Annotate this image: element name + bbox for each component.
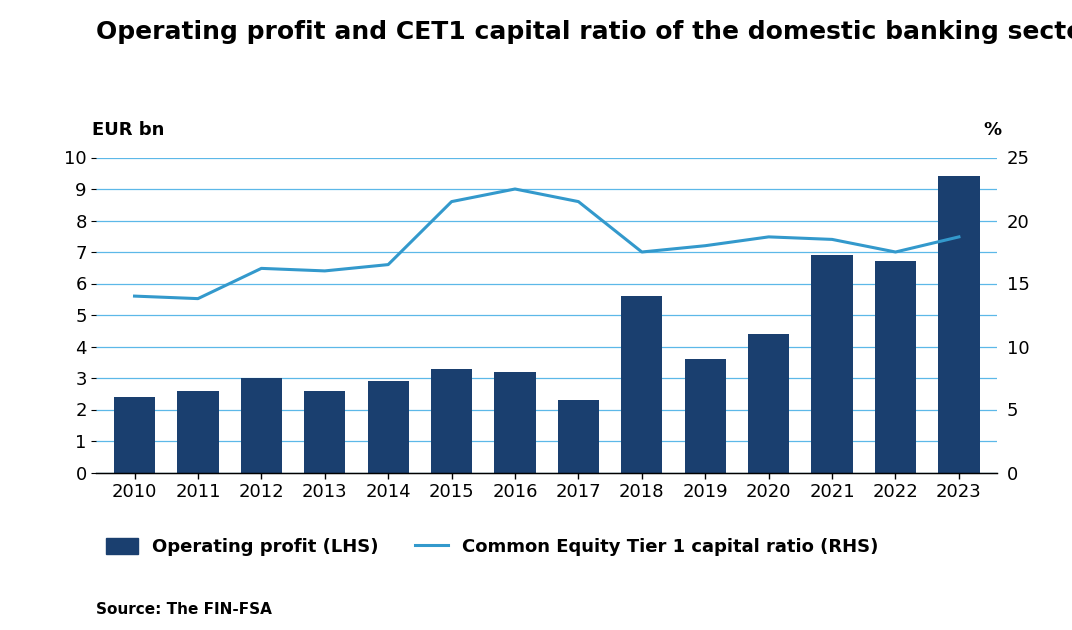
Bar <box>177 391 219 472</box>
Bar <box>494 372 536 472</box>
Bar <box>812 255 852 472</box>
Bar <box>431 369 472 472</box>
Bar <box>875 261 917 472</box>
Bar <box>748 334 789 472</box>
Legend: Operating profit (LHS), Common Equity Tier 1 capital ratio (RHS): Operating profit (LHS), Common Equity Ti… <box>105 538 878 556</box>
Bar <box>304 391 345 472</box>
Bar <box>938 176 980 472</box>
Bar <box>685 359 726 472</box>
Bar <box>622 296 662 472</box>
Text: Operating profit and CET1 capital ratio of the domestic banking sector: Operating profit and CET1 capital ratio … <box>96 20 1072 44</box>
Bar <box>241 378 282 472</box>
Text: Source: The FIN-FSA: Source: The FIN-FSA <box>96 602 272 617</box>
Text: %: % <box>983 120 1001 139</box>
Text: EUR bn: EUR bn <box>92 120 164 139</box>
Bar <box>114 397 155 472</box>
Bar <box>557 400 599 472</box>
Bar <box>368 381 408 472</box>
